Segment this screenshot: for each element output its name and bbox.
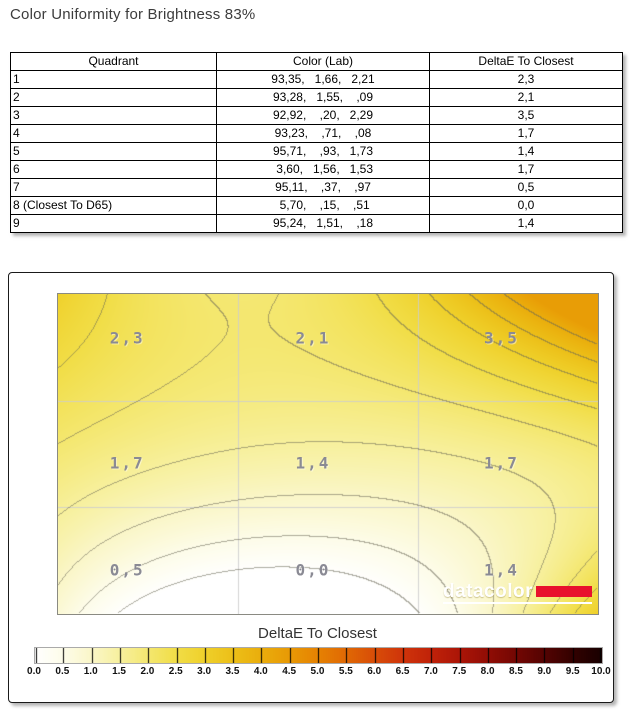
colorbar-tick-label: 3.5 bbox=[225, 666, 240, 677]
table-cell-lab: 93,35, 1,66, 2,21 bbox=[216, 70, 430, 89]
table-cell-deltae: 0,0 bbox=[429, 196, 623, 215]
table-cell-lab: 93,23, ,71, ,08 bbox=[216, 124, 430, 143]
table-row: 2 93,28, 1,55, ,09 2,1 bbox=[10, 88, 623, 107]
colorbar-tick-label: 3.0 bbox=[197, 666, 212, 677]
colorbar-tick-label: 0.0 bbox=[27, 666, 41, 677]
table-cell-deltae: 3,5 bbox=[429, 106, 623, 125]
table-header-quadrant: Quadrant bbox=[10, 52, 217, 71]
colorbar-title: DeltaE To Closest bbox=[258, 625, 377, 642]
table-row: 1 93,35, 1,66, 2,21 2,3 bbox=[10, 70, 623, 89]
colorbar-tick-label: 6.5 bbox=[395, 666, 410, 677]
colorbar-tick-label: 6.0 bbox=[367, 666, 382, 677]
colorbar-tick-label: 9.5 bbox=[565, 666, 580, 677]
table-cell-deltae: 2,1 bbox=[429, 88, 623, 107]
colorbar-tick-label: 1.0 bbox=[83, 666, 98, 677]
table-cell-lab: 5,70, ,15, ,51 bbox=[216, 196, 430, 215]
uniformity-chart-panel: 2,3 2,1 3,5 1,7 1,4 1,7 0,5 0,0 1,4 datacolor De… bbox=[8, 272, 614, 703]
table-cell-quadrant: 7 bbox=[10, 178, 217, 197]
table-cell-quadrant: 6 bbox=[10, 160, 217, 179]
table-header-row: Quadrant Color (Lab) DeltaE To Closest bbox=[10, 52, 623, 71]
colorbar-tick-label: 9.0 bbox=[537, 666, 552, 677]
table-header: Quadrant Color (Lab) DeltaE To Closest bbox=[10, 52, 623, 71]
table-cell-deltae: 1,7 bbox=[429, 124, 623, 143]
colorbar-tick-labels: 0.0 0.5 1.0 1.5 2.0 2.5 3.0 3.5 4.0 4.5 5.0 5.5 6.0 6… bbox=[27, 666, 611, 679]
contour-plot: 2,3 2,1 3,5 1,7 1,4 1,7 0,5 0,0 1,4 datacolor bbox=[57, 293, 599, 615]
colorbar-tick-label: 2.0 bbox=[140, 666, 155, 677]
table-cell-quadrant: 8 (Closest To D65) bbox=[10, 196, 217, 215]
table-row: 6 3,60, 1,56, 1,53 1,7 bbox=[10, 160, 623, 179]
colorbar-tick-label: 4.5 bbox=[282, 666, 297, 677]
table-header-color-lab: Color (Lab) bbox=[216, 52, 430, 71]
colorbar-tick-label: 5.5 bbox=[338, 666, 353, 677]
table-cell-deltae: 0,5 bbox=[429, 178, 623, 197]
table-header-deltae: DeltaE To Closest bbox=[429, 52, 623, 71]
uniformity-table-body: 1 93,35, 1,66, 2,21 2,3 2 93,28, 1,55, ,09 2,… bbox=[10, 70, 623, 233]
colorbar-tick-label: 7.5 bbox=[452, 666, 467, 677]
uniformity-table: Quadrant Color (Lab) DeltaE To Closest 1… bbox=[10, 52, 623, 233]
table-cell-quadrant: 3 bbox=[10, 106, 217, 125]
table-cell-lab: 95,11, ,37, ,97 bbox=[216, 178, 430, 197]
datacolor-logo: datacolor bbox=[442, 581, 592, 604]
datacolor-logo-text: datacolor bbox=[442, 581, 533, 602]
table-cell-deltae: 1,4 bbox=[429, 142, 623, 161]
table-cell-lab: 95,71, ,93, 1,73 bbox=[216, 142, 430, 161]
table-cell-quadrant: 1 bbox=[10, 70, 217, 89]
table-cell-lab: 93,28, 1,55, ,09 bbox=[216, 88, 430, 107]
table-row: 5 95,71, ,93, 1,73 1,4 bbox=[10, 142, 623, 161]
table-cell-lab: 3,60, 1,56, 1,53 bbox=[216, 160, 430, 179]
table-cell-quadrant: 5 bbox=[10, 142, 217, 161]
table-row: 3 92,92, ,20, 2,29 3,5 bbox=[10, 106, 623, 125]
table-row: 4 93,23, ,71, ,08 1,7 bbox=[10, 124, 623, 143]
table-row: 7 95,11, ,37, ,97 0,5 bbox=[10, 178, 623, 197]
table-cell-lab: 95,24, 1,51, ,18 bbox=[216, 214, 430, 233]
contour-canvas bbox=[57, 293, 599, 615]
colorbar-tick-label: 10.0 bbox=[591, 666, 611, 677]
colorbar-canvas bbox=[34, 647, 603, 664]
table-cell-quadrant: 4 bbox=[10, 124, 217, 143]
colorbar-tick-label: 8.5 bbox=[508, 666, 523, 677]
colorbar-tick-label: 2.5 bbox=[168, 666, 183, 677]
page-title: Color Uniformity for Brightness 83% bbox=[10, 6, 256, 23]
table-cell-deltae: 1,7 bbox=[429, 160, 623, 179]
colorbar-tick-label: 8.0 bbox=[480, 666, 495, 677]
colorbar bbox=[34, 647, 603, 664]
colorbar-tick-label: 5.0 bbox=[310, 666, 325, 677]
table-cell-deltae: 2,3 bbox=[429, 70, 623, 89]
table-cell-deltae: 1,4 bbox=[429, 214, 623, 233]
colorbar-tick-label: 1.5 bbox=[112, 666, 126, 677]
table-cell-quadrant: 9 bbox=[10, 214, 217, 233]
table-row: 9 95,24, 1,51, ,18 1,4 bbox=[10, 214, 623, 233]
table-cell-lab: 92,92, ,20, 2,29 bbox=[216, 106, 430, 125]
datacolor-logo-block bbox=[536, 586, 592, 597]
colorbar-tick-label: 7.0 bbox=[423, 666, 438, 677]
colorbar-tick-label: 4.0 bbox=[253, 666, 268, 677]
table-cell-quadrant: 2 bbox=[10, 88, 217, 107]
colorbar-tick-label: 0.5 bbox=[55, 666, 70, 677]
table-row: 8 (Closest To D65) 5,70, ,15, ,51 0,0 bbox=[10, 196, 623, 215]
